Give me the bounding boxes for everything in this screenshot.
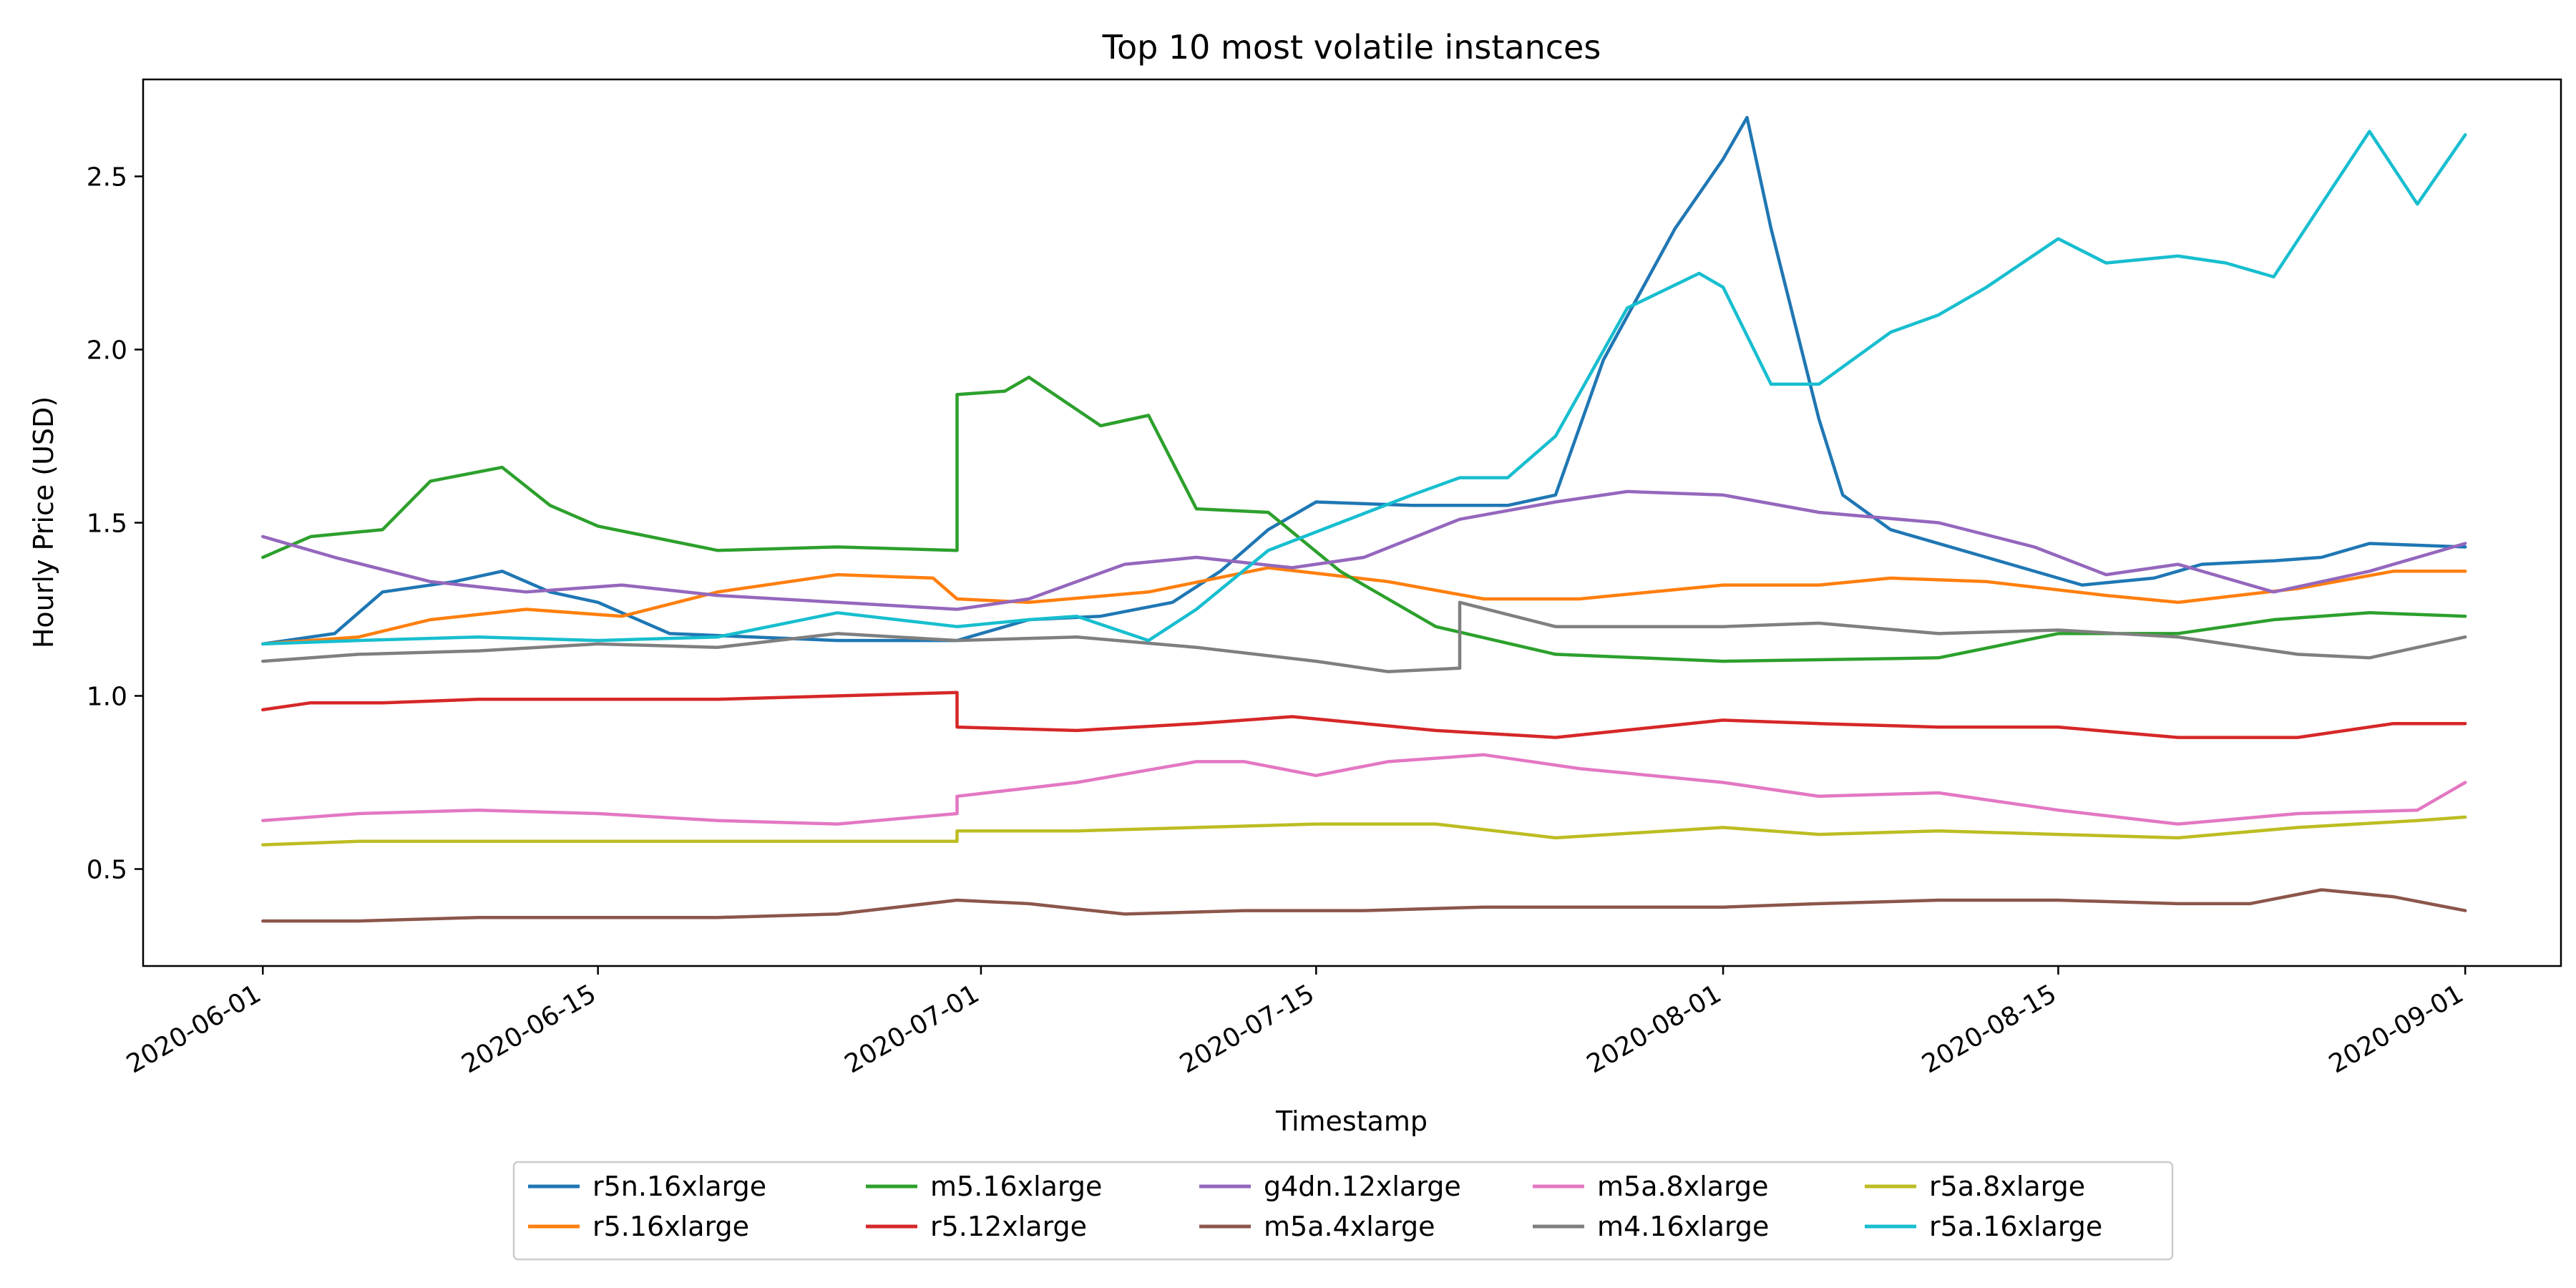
legend-label-m4.16xlarge: m4.16xlarge (1597, 1211, 1769, 1242)
y-tick-label: 2.0 (87, 336, 127, 366)
series-line-m4.16xlarge (261, 600, 2467, 673)
series-line-m5a.8xlarge (261, 753, 2467, 826)
legend-label-r5n.16xlarge: r5n.16xlarge (592, 1171, 766, 1202)
series-line-m5.16xlarge (261, 375, 2467, 663)
y-tick-label: 1.0 (87, 682, 127, 711)
y-axis-label: Hourly Price (USD) (28, 396, 59, 648)
series-line-g4dn.12xlarge (261, 489, 2467, 611)
legend-label-r5a.16xlarge: r5a.16xlarge (1929, 1211, 2102, 1242)
series-line-m5a.4xlarge (261, 888, 2467, 923)
legend-label-r5.16xlarge: r5.16xlarge (592, 1211, 749, 1242)
legend-items: r5n.16xlarge r5.16xlarge m5.16xlarge r5.12x… (528, 1171, 2102, 1242)
legend-label-g4dn.12xlarge: g4dn.12xlarge (1264, 1171, 1461, 1202)
y-tick-label: 1.5 (87, 509, 127, 539)
legend-frame (512, 1161, 2174, 1261)
legend-label-m5.16xlarge: m5.16xlarge (930, 1171, 1102, 1202)
y-tick-label: 0.5 (87, 855, 127, 884)
legend-label-m5a.8xlarge: m5a.8xlarge (1597, 1171, 1769, 1202)
chart-title: Top 10 most volatile instances (1102, 28, 1601, 67)
y-tick-label: 2.5 (87, 163, 127, 192)
series-line-r5a.8xlarge (261, 815, 2467, 847)
legend-label-m5a.4xlarge: m5a.4xlarge (1264, 1211, 1435, 1242)
legend: r5n.16xlarge r5.16xlarge m5.16xlarge r5.12x… (512, 1161, 2174, 1261)
series-line-r5n.16xlarge (261, 115, 2467, 646)
y-axis: 0.5 1.0 1.5 2.0 2.5 (87, 163, 143, 884)
series-layer (261, 115, 2467, 923)
series-line-r5.16xlarge (261, 566, 2467, 646)
x-axis-label: Timestamp (1275, 1106, 1428, 1137)
legend-label-r5.12xlarge: r5.12xlarge (930, 1211, 1087, 1242)
series-line-r5.12xlarge (261, 691, 2467, 739)
series-line-r5a.16xlarge (261, 130, 2467, 646)
legend-label-r5a.8xlarge: r5a.8xlarge (1929, 1171, 2085, 1202)
